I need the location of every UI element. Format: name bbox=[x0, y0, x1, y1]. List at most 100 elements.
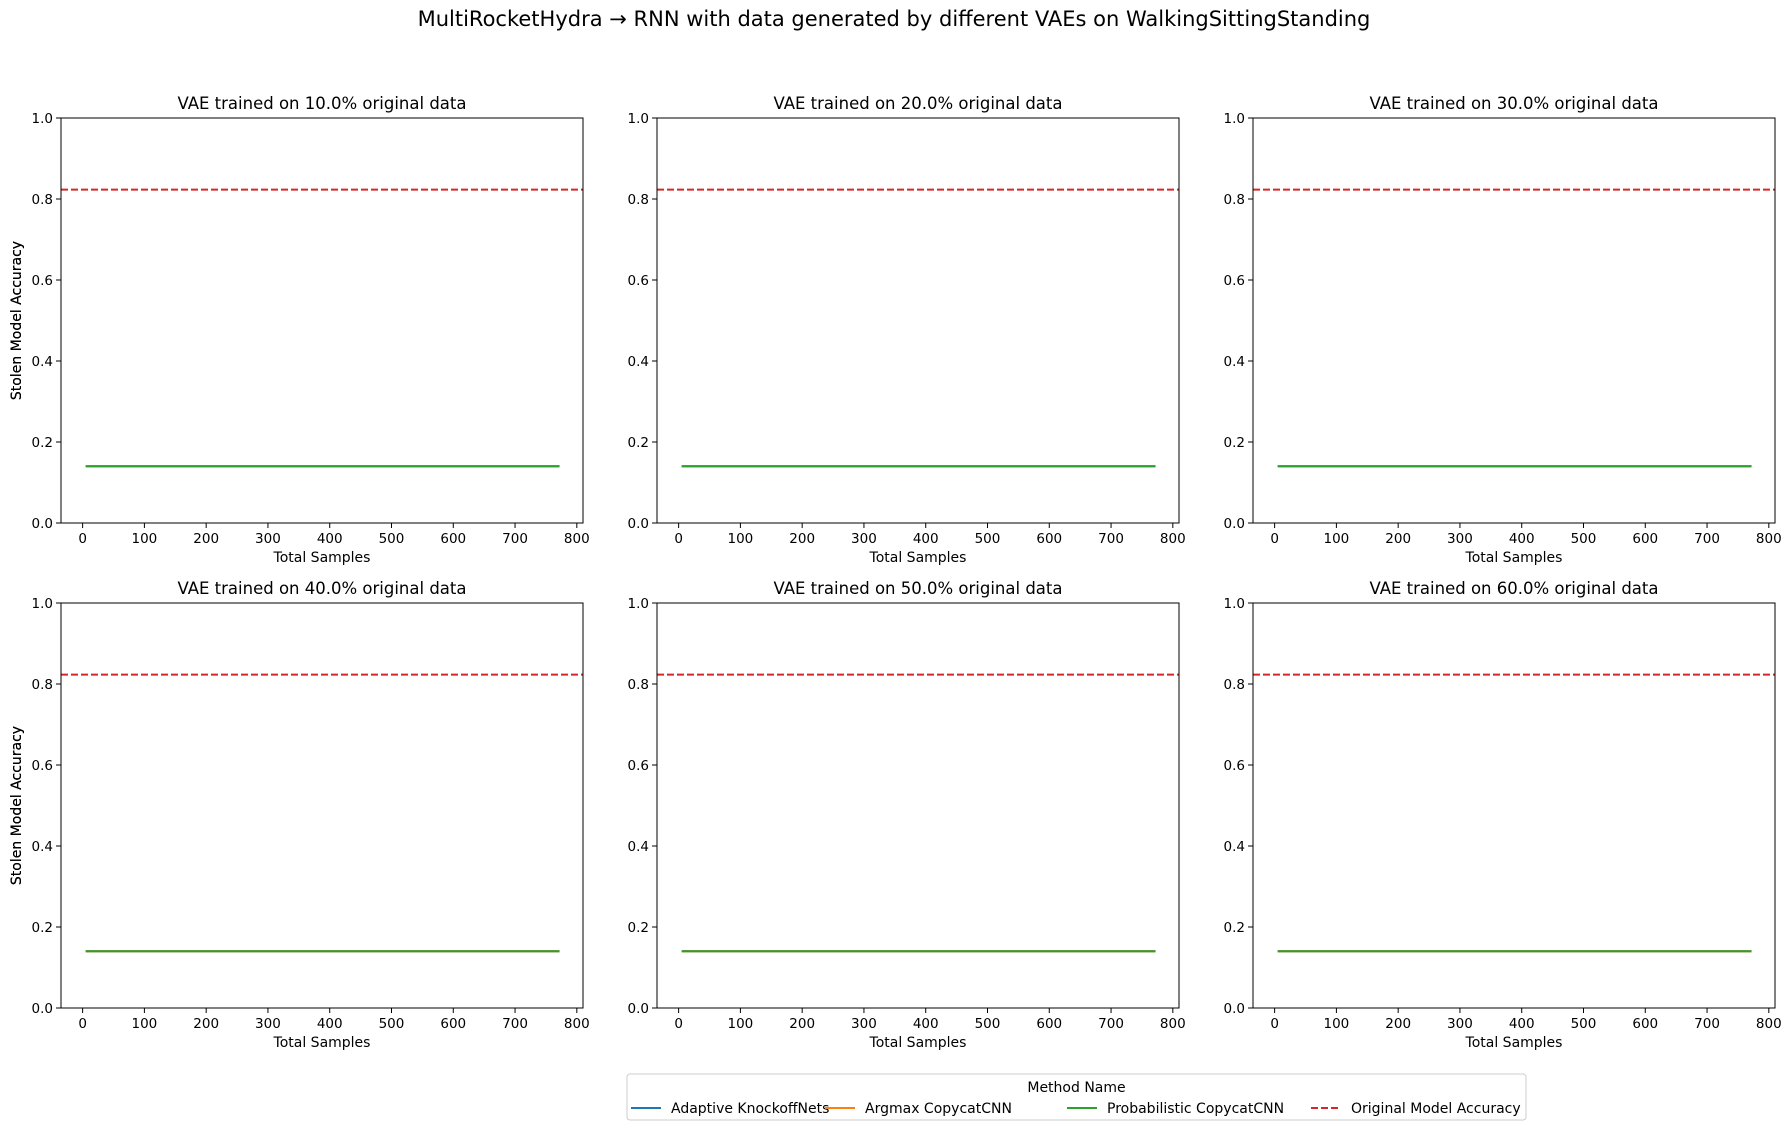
y-tick-label: 0.4 bbox=[628, 354, 649, 370]
subplot-2: VAE trained on 20.0% original data 0 100 20… bbox=[9, 94, 1186, 566]
x-tick-label: 300 bbox=[851, 531, 877, 547]
x-tick-label: 200 bbox=[1385, 531, 1411, 547]
y-tick-label: 1.0 bbox=[628, 596, 649, 612]
y-tick-label: 0.0 bbox=[1224, 516, 1245, 532]
y-tick-label: 0.4 bbox=[1224, 354, 1245, 370]
y-axis-label: Stolen Model Accuracy bbox=[9, 241, 25, 400]
x-tick-label: 200 bbox=[789, 1016, 815, 1032]
x-tick-label: 700 bbox=[1098, 1016, 1124, 1032]
y-tick-label: 0.4 bbox=[32, 354, 53, 370]
x-tick-label: 0 bbox=[1270, 1016, 1279, 1032]
subplot-title: VAE trained on 50.0% original data bbox=[773, 579, 1062, 598]
series-group bbox=[61, 188, 583, 468]
y-tick-label: 0.8 bbox=[628, 192, 649, 208]
y-tick-label: 0.8 bbox=[1224, 677, 1245, 693]
x-tick-label: 100 bbox=[132, 1016, 158, 1032]
y-axis-label: Stolen Model Accuracy bbox=[9, 726, 25, 885]
subplot-1: VAE trained on 10.0% original data 0 100 20… bbox=[9, 94, 590, 566]
legend-entry-label: Argmax CopycatCNN bbox=[865, 1101, 1012, 1117]
x-tick-label: 500 bbox=[975, 531, 1001, 547]
x-tick-label: 800 bbox=[564, 531, 590, 547]
subplot-title: VAE trained on 10.0% original data bbox=[177, 94, 466, 113]
y-axis-label: Stolen Model Accuracy bbox=[9, 241, 25, 400]
subplot-6: VAE trained on 60.0% original data 0 100 20… bbox=[9, 579, 1782, 1051]
axes-frame bbox=[656, 602, 1180, 1009]
legend-entry-label: Original Model Accuracy bbox=[1351, 1101, 1521, 1117]
x-tick-label: 300 bbox=[255, 1016, 281, 1032]
x-tick-label: 800 bbox=[564, 1016, 590, 1032]
x-tick-label: 500 bbox=[1571, 1016, 1597, 1032]
y-axis-label: Stolen Model Accuracy bbox=[9, 241, 25, 400]
y-tick-label: 0.0 bbox=[32, 1001, 53, 1017]
y-tick-label: 0.4 bbox=[628, 839, 649, 855]
x-tick-label: 100 bbox=[1324, 531, 1350, 547]
x-tick-label: 100 bbox=[1324, 1016, 1350, 1032]
legend-title: Method Name bbox=[1027, 1080, 1125, 1096]
subplot-title: VAE trained on 40.0% original data bbox=[177, 579, 466, 598]
x-axis-label: Total Samples bbox=[273, 1035, 371, 1051]
x-tick-label: 0 bbox=[674, 1016, 683, 1032]
x-tick-label: 400 bbox=[317, 1016, 343, 1032]
legend: Method Name Adaptive KnockoffNets Argmax C… bbox=[626, 1073, 1527, 1121]
subplot-title: VAE trained on 60.0% original data bbox=[1369, 579, 1658, 598]
plot-area bbox=[1253, 603, 1775, 1008]
y-tick-label: 0.6 bbox=[32, 758, 53, 774]
x-tick-label: 300 bbox=[255, 531, 281, 547]
y-tick-label: 0.8 bbox=[32, 677, 53, 693]
y-tick-label: 0.8 bbox=[32, 192, 53, 208]
subplot-5: VAE trained on 50.0% original data 0 100 20… bbox=[9, 579, 1186, 1051]
y-tick-label: 0.8 bbox=[1224, 192, 1245, 208]
y-axis-label: Stolen Model Accuracy bbox=[9, 726, 25, 885]
y-tick-label: 0.6 bbox=[1224, 273, 1245, 289]
y-tick-label: 0.2 bbox=[32, 435, 53, 451]
y-tick-label: 1.0 bbox=[628, 111, 649, 127]
y-tick-label: 0.6 bbox=[1224, 758, 1245, 774]
x-tick-label: 600 bbox=[1036, 531, 1062, 547]
x-tick-label: 600 bbox=[1632, 531, 1658, 547]
x-tick-label: 200 bbox=[193, 531, 219, 547]
x-tick-label: 300 bbox=[1447, 1016, 1473, 1032]
x-axis-label: Total Samples bbox=[273, 550, 371, 566]
x-tick-label: 700 bbox=[502, 1016, 528, 1032]
x-tick-label: 700 bbox=[502, 531, 528, 547]
y-tick-label: 1.0 bbox=[1224, 596, 1245, 612]
x-tick-label: 500 bbox=[1571, 531, 1597, 547]
series-group bbox=[1253, 188, 1775, 468]
y-tick-label: 0.6 bbox=[628, 273, 649, 289]
axes-frame bbox=[656, 117, 1180, 524]
series-group bbox=[1253, 673, 1775, 953]
plot-area bbox=[1253, 118, 1775, 523]
y-tick-label: 1.0 bbox=[32, 111, 53, 127]
x-axis-label: Total Samples bbox=[869, 1035, 967, 1051]
x-tick-label: 400 bbox=[1509, 531, 1535, 547]
x-tick-label: 200 bbox=[193, 1016, 219, 1032]
x-tick-label: 600 bbox=[1036, 1016, 1062, 1032]
x-tick-label: 800 bbox=[1756, 531, 1782, 547]
plot-area bbox=[61, 118, 583, 523]
x-tick-label: 0 bbox=[1270, 531, 1279, 547]
y-tick-label: 0.8 bbox=[628, 677, 649, 693]
axes-frame bbox=[60, 117, 584, 524]
x-tick-label: 200 bbox=[789, 531, 815, 547]
x-tick-label: 400 bbox=[913, 1016, 939, 1032]
y-axis-label: Stolen Model Accuracy bbox=[9, 726, 25, 885]
x-tick-label: 100 bbox=[132, 531, 158, 547]
x-axis-label: Total Samples bbox=[1465, 550, 1563, 566]
x-axis-label: Total Samples bbox=[869, 550, 967, 566]
y-tick-label: 1.0 bbox=[1224, 111, 1245, 127]
plot-area bbox=[657, 603, 1179, 1008]
x-tick-label: 700 bbox=[1694, 1016, 1720, 1032]
legend-entry-label: Probabilistic CopycatCNN bbox=[1107, 1101, 1284, 1117]
x-tick-label: 800 bbox=[1160, 1016, 1186, 1032]
x-tick-label: 100 bbox=[728, 1016, 754, 1032]
y-tick-label: 0.2 bbox=[628, 435, 649, 451]
legend-entry-label: Adaptive KnockoffNets bbox=[671, 1101, 829, 1117]
y-tick-label: 0.6 bbox=[628, 758, 649, 774]
y-tick-label: 0.0 bbox=[628, 516, 649, 532]
y-tick-label: 0.2 bbox=[1224, 435, 1245, 451]
y-tick-label: 1.0 bbox=[32, 596, 53, 612]
axes-frame bbox=[1252, 602, 1776, 1009]
plot-area bbox=[657, 118, 1179, 523]
x-tick-label: 600 bbox=[440, 531, 466, 547]
x-tick-label: 500 bbox=[379, 531, 405, 547]
